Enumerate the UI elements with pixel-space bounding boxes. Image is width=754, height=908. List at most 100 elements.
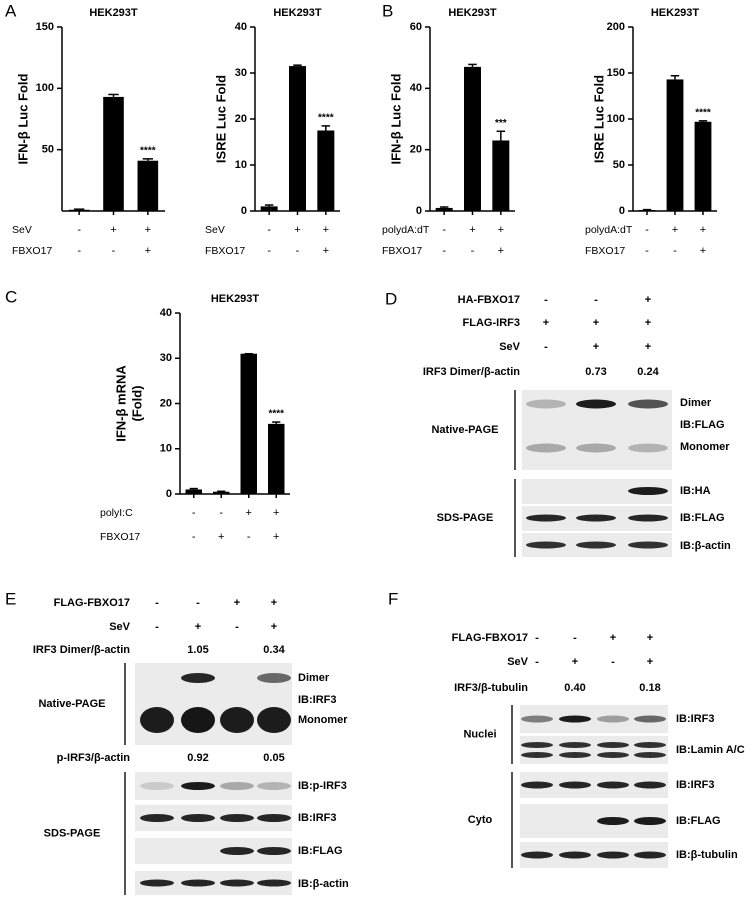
error-bar xyxy=(293,64,302,67)
error-bar xyxy=(74,208,85,210)
panel-label: D xyxy=(385,289,397,308)
condition-sign: - xyxy=(611,656,615,668)
blot-band xyxy=(628,443,668,453)
bar xyxy=(185,489,202,494)
y-tick-label: 50 xyxy=(613,159,625,171)
blot-label: Monomer xyxy=(298,714,348,726)
significance-label: **** xyxy=(695,107,711,118)
y-tick-label: 40 xyxy=(235,21,247,33)
y-tick-label: 30 xyxy=(160,352,172,364)
chart-title: HEK293T xyxy=(89,7,138,19)
condition-sign: + xyxy=(645,317,651,329)
condition-label: polyI:C xyxy=(100,507,133,519)
ratio-value: 0.92 xyxy=(187,752,208,764)
blot-band xyxy=(576,399,616,409)
condition-sign: - xyxy=(573,632,577,644)
blot-label: IB:β-tubulin xyxy=(676,849,738,861)
condition-sign: + xyxy=(572,656,578,668)
bar xyxy=(492,140,510,211)
condition-sign: + xyxy=(498,245,504,257)
y-axis-label: IFN-β Luc Fold xyxy=(15,73,30,164)
ratio-label: IRF3/β-tubulin xyxy=(454,682,528,694)
blot-band xyxy=(559,742,591,748)
condition-label: HA-FBXO17 xyxy=(458,294,520,306)
group-label: Native-PAGE xyxy=(431,424,498,436)
panel-label: F xyxy=(388,589,398,608)
blot-band xyxy=(628,399,668,409)
y-tick-label: 20 xyxy=(410,144,422,156)
y-tick-label: 20 xyxy=(160,397,172,409)
condition-label: SeV xyxy=(507,656,528,668)
blot-band xyxy=(597,851,629,859)
bar xyxy=(103,96,124,211)
blot-band xyxy=(597,742,629,748)
blot-band xyxy=(181,879,215,887)
y-tick-label: 150 xyxy=(607,67,625,79)
blot-band xyxy=(181,782,215,790)
blot-label: IB:IRF3 xyxy=(676,713,715,725)
ratio-value: 0.34 xyxy=(263,644,285,656)
y-axis-label: IFN-β Luc Fold xyxy=(388,73,403,164)
condition-label: FBXO17 xyxy=(100,531,140,543)
condition-sign: + xyxy=(645,341,651,353)
ratio-value: 0.73 xyxy=(585,366,606,378)
condition-sign: - xyxy=(196,597,200,609)
condition-label: FLAG-IRF3 xyxy=(463,317,520,329)
y-axis-label: ISRE Luc Fold xyxy=(591,75,606,163)
ratio-value: 1.05 xyxy=(187,644,208,656)
ratio-value: 0.05 xyxy=(263,752,284,764)
chart-title: HEK293T xyxy=(211,293,260,305)
condition-sign: - xyxy=(155,621,159,633)
condition-sign: + xyxy=(647,656,653,668)
chart-title: HEK293T xyxy=(651,7,700,19)
blot-label: IB:IRF3 xyxy=(676,779,715,791)
significance-label: **** xyxy=(318,113,334,124)
ratio-value: 0.40 xyxy=(564,682,585,694)
condition-sign: - xyxy=(673,245,677,257)
blot-band xyxy=(559,781,591,789)
bar xyxy=(240,353,257,494)
blot-label: IB:Lamin A/C xyxy=(676,744,745,756)
blot-label: IB:FLAG xyxy=(676,815,721,827)
ratio-label: p-IRF3/β-actin xyxy=(57,752,131,764)
blot-band xyxy=(597,817,629,825)
blot-label: Monomer xyxy=(680,441,730,453)
bar xyxy=(68,209,90,211)
blot-band xyxy=(634,715,666,723)
condition-sign: + xyxy=(294,224,300,236)
condition-label: SeV xyxy=(499,341,520,353)
condition-sign: - xyxy=(219,507,223,519)
significance-label: **** xyxy=(140,146,156,157)
bar xyxy=(638,210,656,211)
blot-band xyxy=(576,514,616,522)
condition-label: SeV xyxy=(12,224,32,236)
condition-sign: - xyxy=(192,531,196,543)
y-tick-label: 0 xyxy=(619,205,625,217)
blot-band xyxy=(521,715,553,723)
condition-sign: - xyxy=(442,224,446,236)
y-tick-label: 100 xyxy=(36,82,54,94)
y-tick-label: 150 xyxy=(36,21,54,33)
condition-label: FBXO17 xyxy=(382,245,422,257)
blot-band xyxy=(597,752,629,758)
condition-sign: + xyxy=(498,224,504,236)
blot-label: IB:IRF3 xyxy=(298,694,337,706)
condition-sign: - xyxy=(544,294,548,306)
error-bar xyxy=(142,158,153,161)
blot-label: IB:p-IRF3 xyxy=(298,780,347,792)
blot-label: IB:β-actin xyxy=(680,540,731,552)
condition-sign: + xyxy=(672,224,678,236)
blot-label: Dimer xyxy=(680,397,712,409)
blot-band xyxy=(220,782,254,790)
condition-label: FBXO17 xyxy=(12,245,52,257)
condition-sign: + xyxy=(593,317,599,329)
panel-label: B xyxy=(382,1,393,20)
condition-sign: - xyxy=(442,245,446,257)
blot-band xyxy=(257,707,291,733)
condition-sign: + xyxy=(218,531,224,543)
condition-sign: + xyxy=(593,341,599,353)
blot-band xyxy=(140,782,174,790)
blot-band xyxy=(628,541,668,549)
blot-band xyxy=(526,399,566,409)
y-tick-label: 30 xyxy=(235,67,247,79)
